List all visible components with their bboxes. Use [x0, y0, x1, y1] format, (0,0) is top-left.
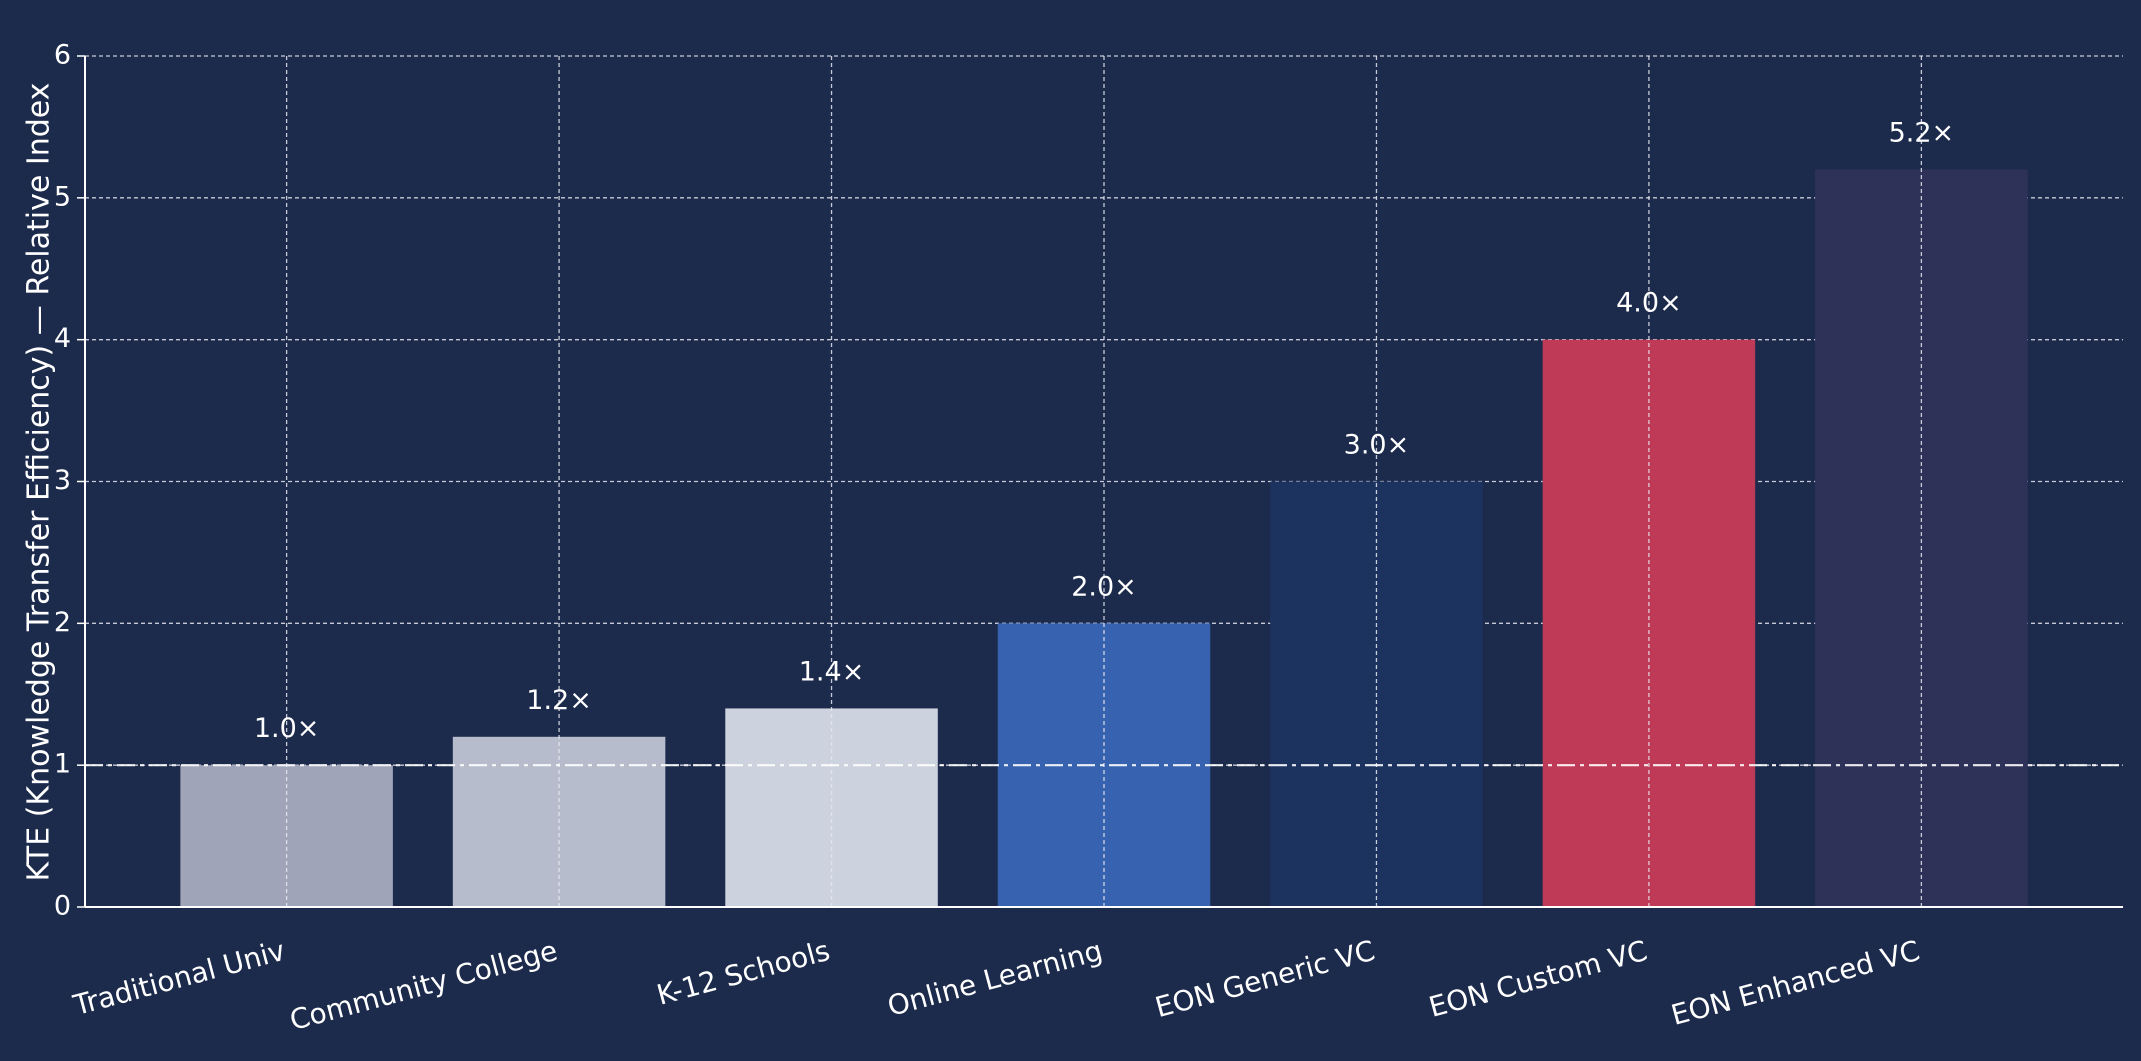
value-label: 1.0× — [254, 713, 320, 744]
y-tick-label: 2 — [54, 607, 71, 638]
value-label: 5.2× — [1889, 117, 1955, 148]
value-label: 1.4× — [799, 656, 865, 687]
y-tick-label: 0 — [54, 891, 71, 922]
value-label: 4.0× — [1616, 288, 1682, 319]
value-label: 3.0× — [1344, 430, 1410, 461]
y-tick-label: 1 — [54, 749, 71, 780]
y-tick-label: 5 — [54, 181, 71, 212]
y-axis-label: KTE (Knowledge Transfer Efficiency) — Re… — [22, 83, 57, 882]
y-tick-label: 3 — [54, 465, 71, 496]
value-label: 1.2× — [526, 685, 592, 716]
value-label: 2.0× — [1071, 571, 1137, 602]
y-tick-label: 6 — [54, 40, 71, 71]
y-tick-label: 4 — [54, 323, 71, 354]
